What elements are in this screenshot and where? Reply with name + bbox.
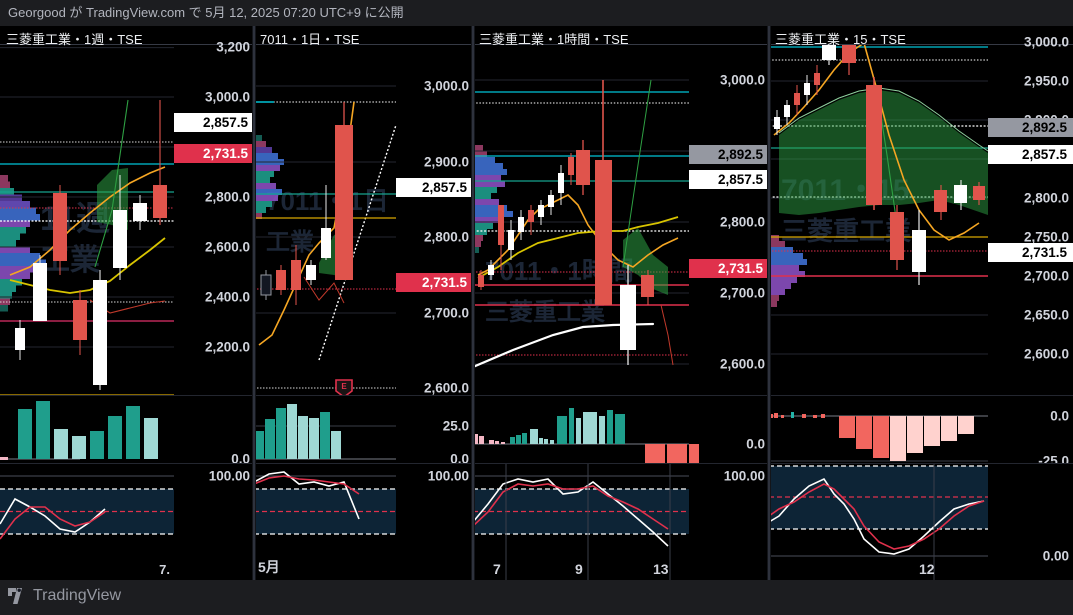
svg-text:工業: 工業 <box>266 229 314 256</box>
svg-text:工業: 工業 <box>40 244 100 277</box>
svg-text:三菱重工業: 三菱重工業 <box>485 299 605 326</box>
svg-text:7011・1日: 7011・1日 <box>266 186 389 216</box>
svg-text:E: E <box>341 382 347 391</box>
